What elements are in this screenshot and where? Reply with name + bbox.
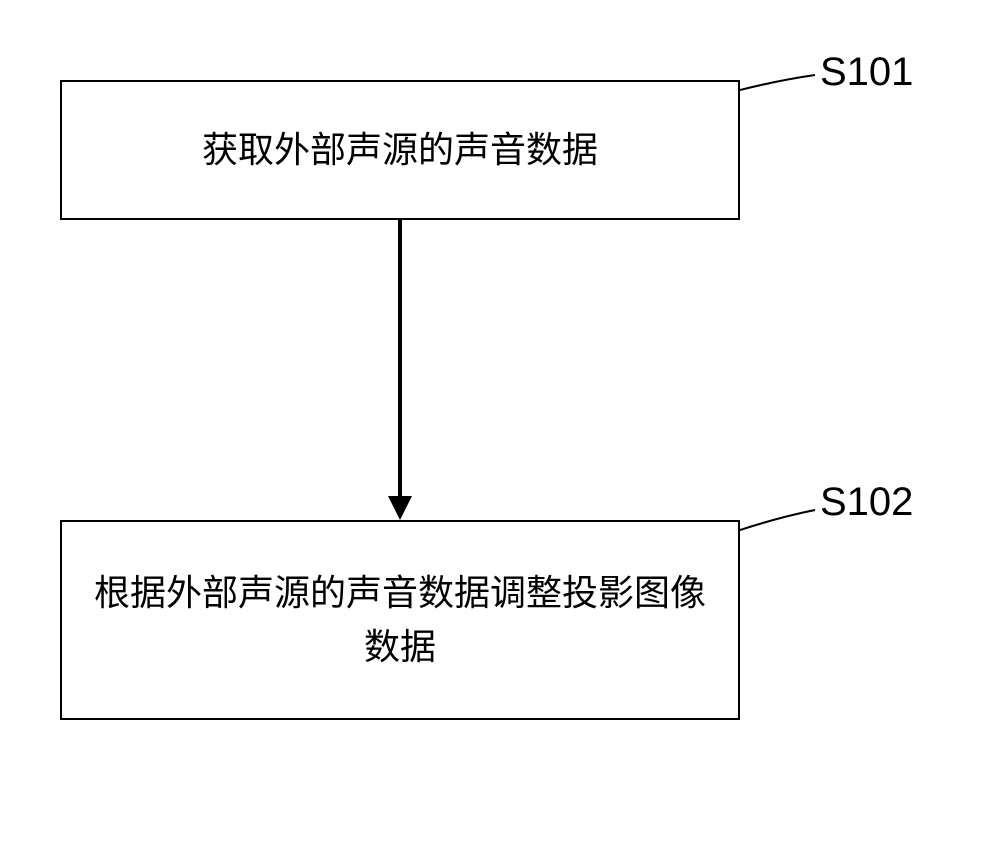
step-label-2: S102	[820, 480, 913, 525]
flowchart-container: 获取外部声源的声音数据 S101 根据外部声源的声音数据调整投影图像数据 S10…	[50, 50, 950, 800]
flow-step-2: 根据外部声源的声音数据调整投影图像数据	[60, 520, 740, 720]
flow-step-1-text: 获取外部声源的声音数据	[202, 123, 598, 177]
flow-arrow	[388, 220, 412, 520]
label-connector-1	[740, 70, 820, 110]
label-connector-2	[740, 505, 820, 545]
step-label-1: S101	[820, 50, 913, 95]
flow-step-1: 获取外部声源的声音数据	[60, 80, 740, 220]
flow-step-2-text: 根据外部声源的声音数据调整投影图像数据	[82, 566, 718, 674]
arrow-head-icon	[388, 496, 412, 520]
arrow-line	[398, 220, 402, 500]
